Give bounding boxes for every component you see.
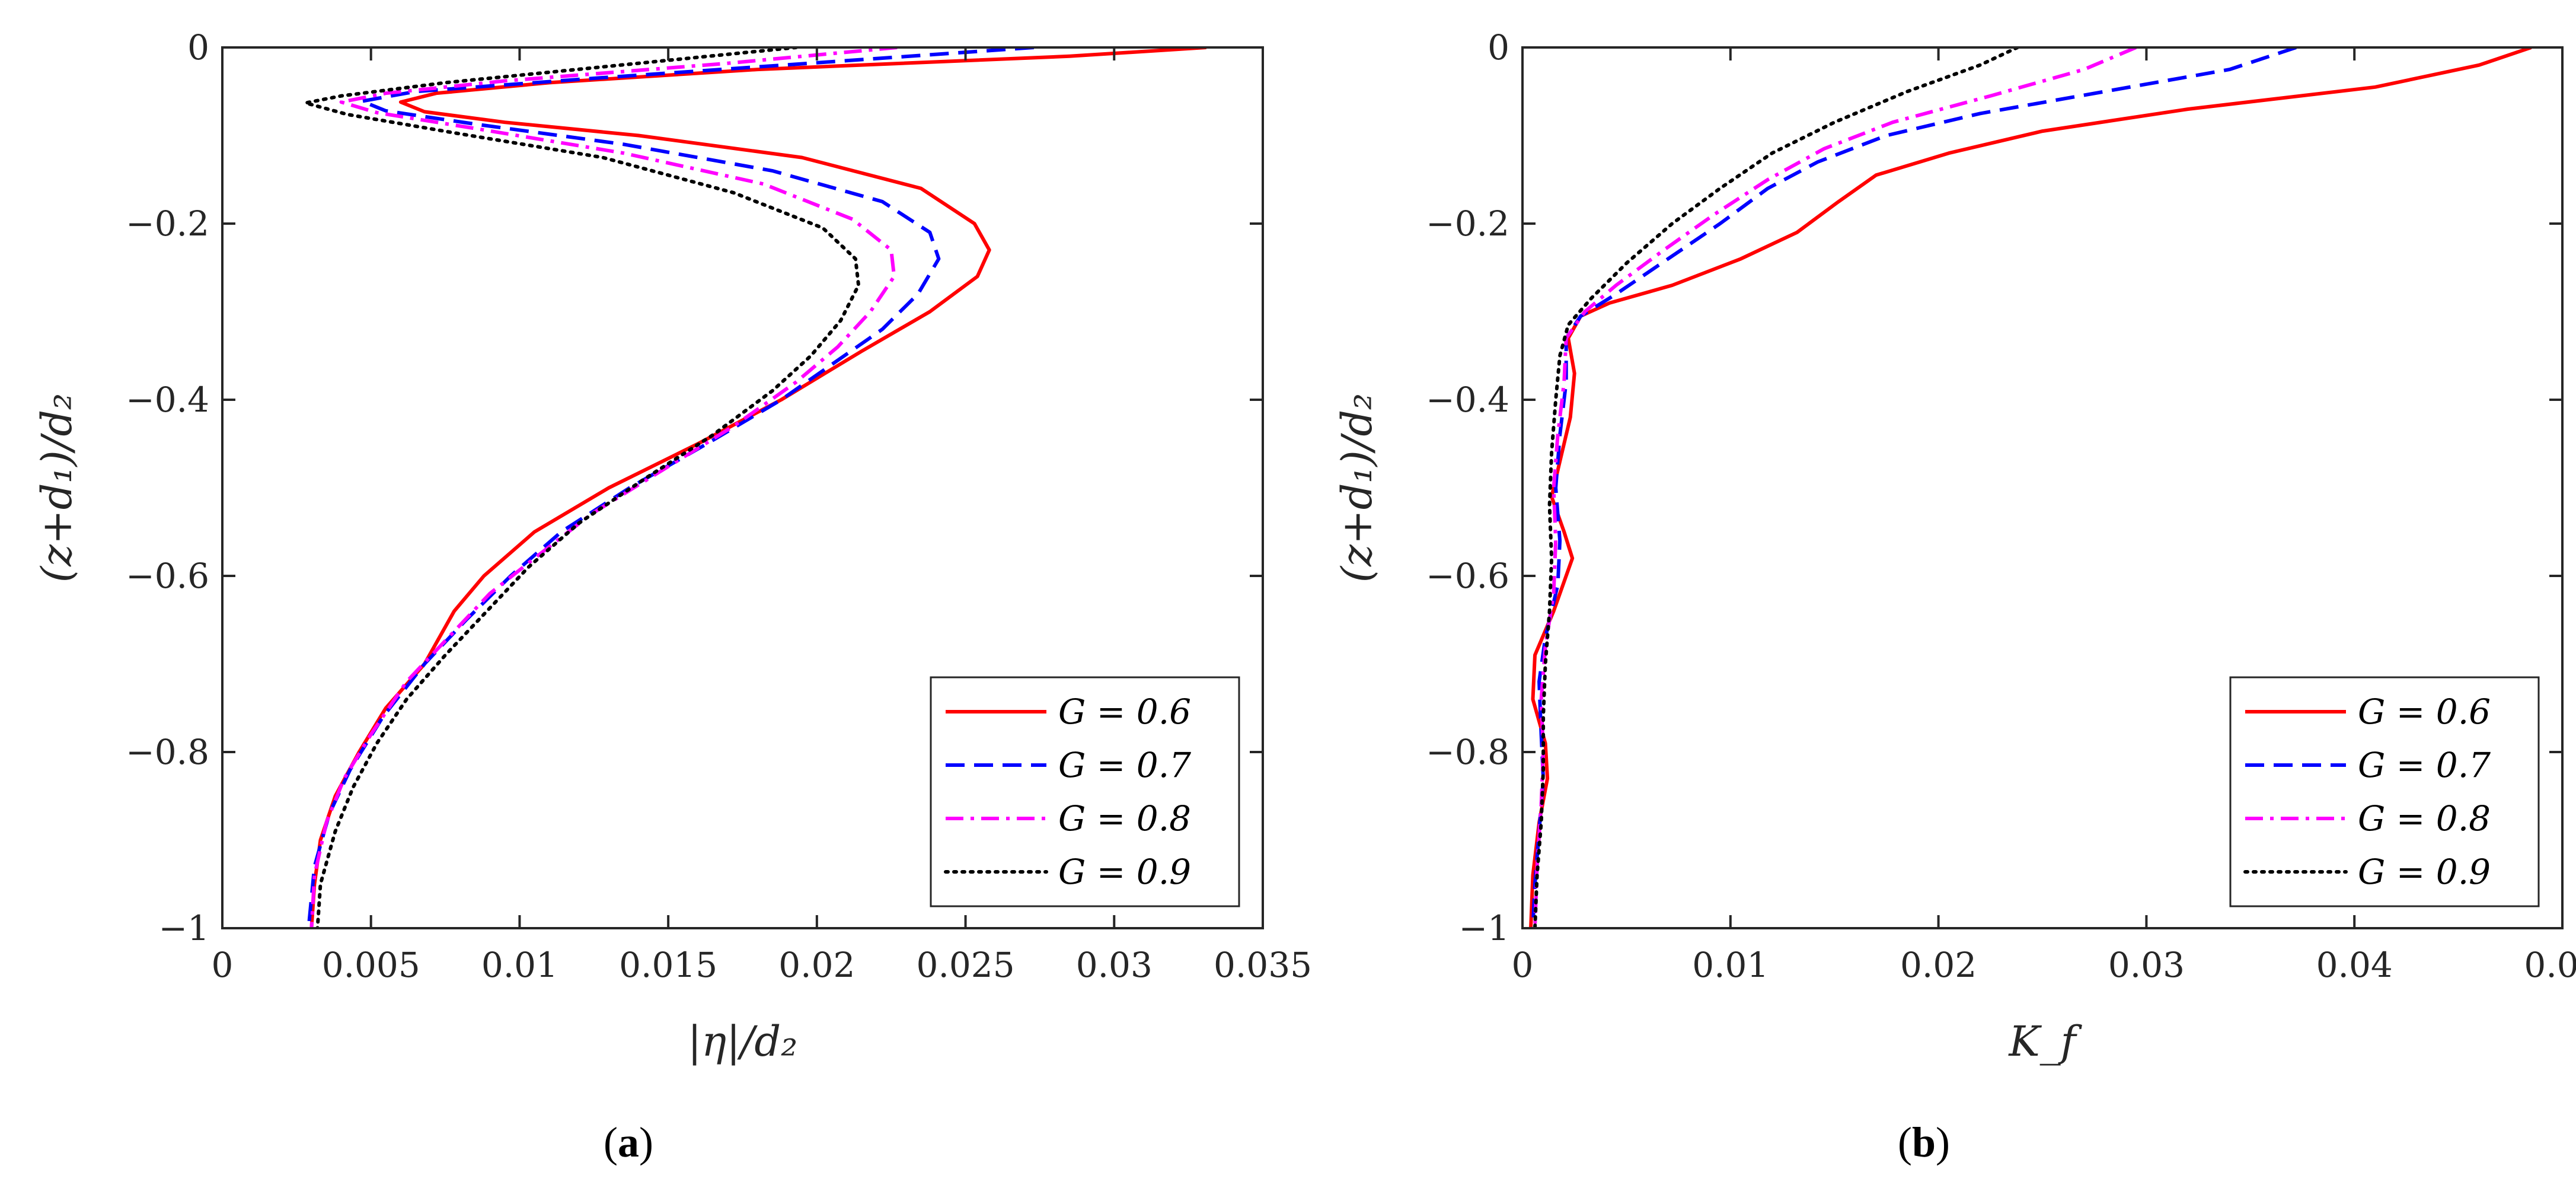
- x-tick-label: 0: [1512, 945, 1534, 985]
- legend-entry-label: G = 0.6: [2358, 692, 2491, 732]
- x-tick-label: 0.035: [1214, 945, 1312, 985]
- x-tick-label: 0.01: [481, 945, 558, 985]
- axes-box: [221, 46, 1264, 929]
- y-tick-label: −0.4: [126, 380, 209, 420]
- x-tick-label: 0.015: [619, 945, 717, 985]
- caption-open-paren: (: [604, 1119, 618, 1166]
- series-line-g09: [1533, 47, 2019, 928]
- chart-panel-b: 0 0.01 0.02 0.03 0.04 0.05 0 −0.2 −0.4 −0.6 −0.8 −1…: [1333, 27, 2576, 1166]
- legend-entry-label: G = 0.8: [1058, 798, 1191, 839]
- y-tick-label: −0.8: [126, 732, 209, 772]
- series-group: [1529, 47, 2532, 928]
- x-tick-label: 0.04: [2316, 945, 2393, 985]
- series-line-g09: [304, 47, 861, 928]
- y-tick-label: −1: [1459, 908, 1510, 948]
- axes-box: [1521, 46, 2564, 929]
- x-tick-label: 0.025: [917, 945, 1015, 985]
- caption-close-paren: ): [1936, 1119, 1950, 1166]
- legend-entry-label: G = 0.7: [1058, 745, 1191, 785]
- legend-box: [930, 676, 1240, 907]
- legend-entry-label: G = 0.6: [1058, 692, 1191, 732]
- x-tick-label: 0.03: [2108, 945, 2185, 985]
- x-tick-label: 0.005: [322, 945, 420, 985]
- y-tick-label: 0: [1487, 27, 1509, 68]
- x-axis-label: |η|/d₂: [688, 1017, 798, 1066]
- series-line-g06: [1529, 47, 2532, 928]
- panel-caption: (a): [604, 1119, 653, 1166]
- y-axis-label: (z+d₁)/d₂: [33, 393, 81, 582]
- y-tick-label: −0.2: [1426, 203, 1509, 244]
- x-tick-label: 0.02: [1900, 945, 1977, 985]
- series-line-g07: [1531, 47, 2297, 928]
- legend-entry-label: G = 0.7: [2358, 745, 2491, 785]
- caption-close-paren: ): [639, 1119, 653, 1166]
- caption-open-paren: (: [1898, 1119, 1912, 1166]
- y-axis-label: (z+d₁)/d₂: [1333, 393, 1381, 582]
- panel-caption: (b): [1898, 1119, 1950, 1166]
- y-tick-label: 0: [187, 27, 209, 68]
- x-tick-label: 0: [212, 945, 234, 985]
- series-group: [304, 47, 1206, 928]
- x-axis-label: K_f: [2007, 1017, 2082, 1066]
- caption-letter: a: [618, 1119, 639, 1166]
- y-tick-label: −0.4: [1426, 380, 1509, 420]
- series-line-g08: [309, 47, 898, 928]
- chart-panel-a: 0 0.005 0.01 0.015 0.02 0.025 0.03 0.035 0 −0.2 −0…: [33, 27, 1312, 1166]
- caption-letter: b: [1912, 1119, 1936, 1166]
- x-tick-label: 0.01: [1692, 945, 1769, 985]
- y-tick-label: −0.6: [1426, 556, 1509, 596]
- y-tick-label: −0.6: [126, 556, 209, 596]
- y-tick-label: −0.2: [126, 203, 209, 244]
- x-tick-label: 0.05: [2524, 945, 2576, 985]
- legend: G = 0.6 G = 0.7 G = 0.8 G = 0.9: [2229, 676, 2540, 907]
- legend-box: [2229, 676, 2540, 907]
- legend-entry-label: G = 0.9: [1058, 852, 1191, 892]
- y-tick-label: −0.8: [1426, 732, 1509, 772]
- x-tick-label: 0.02: [778, 945, 855, 985]
- legend-entry-label: G = 0.8: [2358, 798, 2491, 839]
- x-tick-label: 0.03: [1076, 945, 1153, 985]
- legend: G = 0.6 G = 0.7 G = 0.8 G = 0.9: [930, 676, 1240, 907]
- legend-entry-label: G = 0.9: [2358, 852, 2491, 892]
- y-tick-label: −1: [159, 908, 210, 948]
